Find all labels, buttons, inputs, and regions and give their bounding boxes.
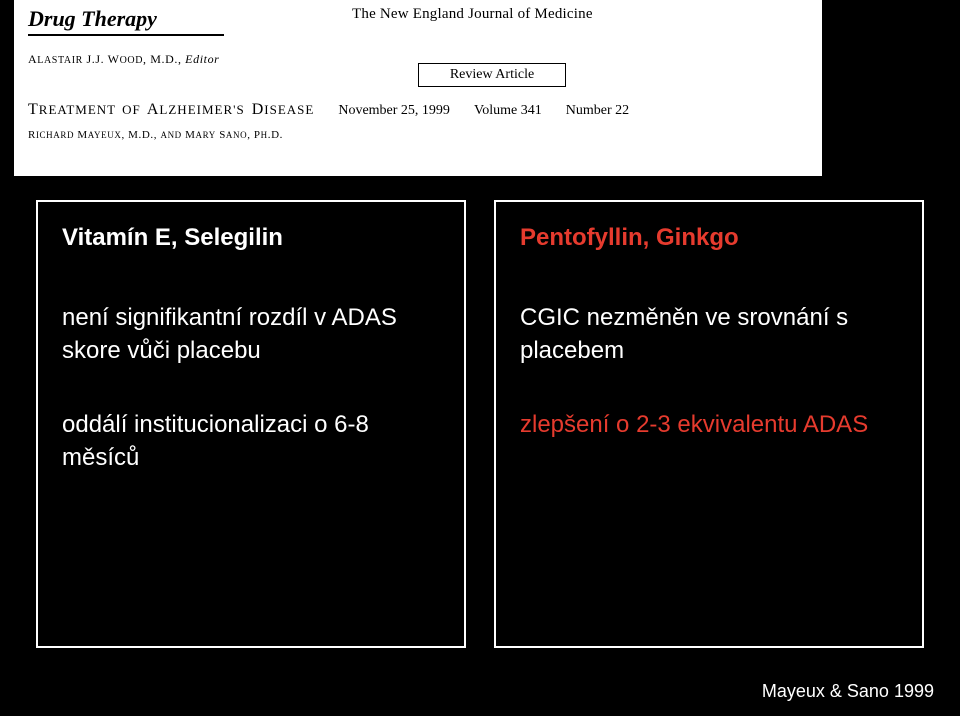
snippet-row-3: TREATMENT OF ALZHEIMER'S DISEASE Novembe… (28, 101, 808, 119)
right-title: Pentofyllin, Ginkgo (520, 222, 900, 254)
issue-number: Number 22 (566, 103, 629, 119)
volume: Volume 341 (474, 103, 542, 119)
section-heading: Drug Therapy (28, 6, 224, 36)
left-para-2: oddálí institucionalizaci o 6-8 měsíců (62, 409, 442, 474)
snippet-row-1: Drug Therapy The New England Journal of … (28, 6, 808, 36)
authors-line: RICHARD MAYEUX, M.D., AND MARY SANO, PH.… (28, 129, 808, 141)
left-column: Vitamín E, Selegilin není signifikantní … (36, 200, 466, 648)
left-title: Vitamín E, Selegilin (62, 222, 442, 254)
article-title: TREATMENT OF ALZHEIMER'S DISEASE (28, 101, 314, 119)
left-para-1: není signifikantní rozdíl v ADAS skore v… (62, 302, 442, 367)
slide: Drug Therapy The New England Journal of … (0, 0, 960, 716)
journal-snippet: Drug Therapy The New England Journal of … (14, 0, 822, 176)
content-columns: Vitamín E, Selegilin není signifikantní … (36, 200, 924, 648)
review-article-box: Review Article (418, 63, 566, 87)
right-para-1: CGIC nezměněn ve srovnání s placebem (520, 302, 900, 367)
journal-title: The New England Journal of Medicine (352, 6, 593, 23)
right-column: Pentofyllin, Ginkgo CGIC nezměněn ve sro… (494, 200, 924, 648)
citation: Mayeux & Sano 1999 (762, 681, 934, 702)
publication-date: November 25, 1999 (338, 103, 450, 119)
right-para-2: zlepšení o 2-3 ekvivalentu ADAS (520, 409, 900, 441)
